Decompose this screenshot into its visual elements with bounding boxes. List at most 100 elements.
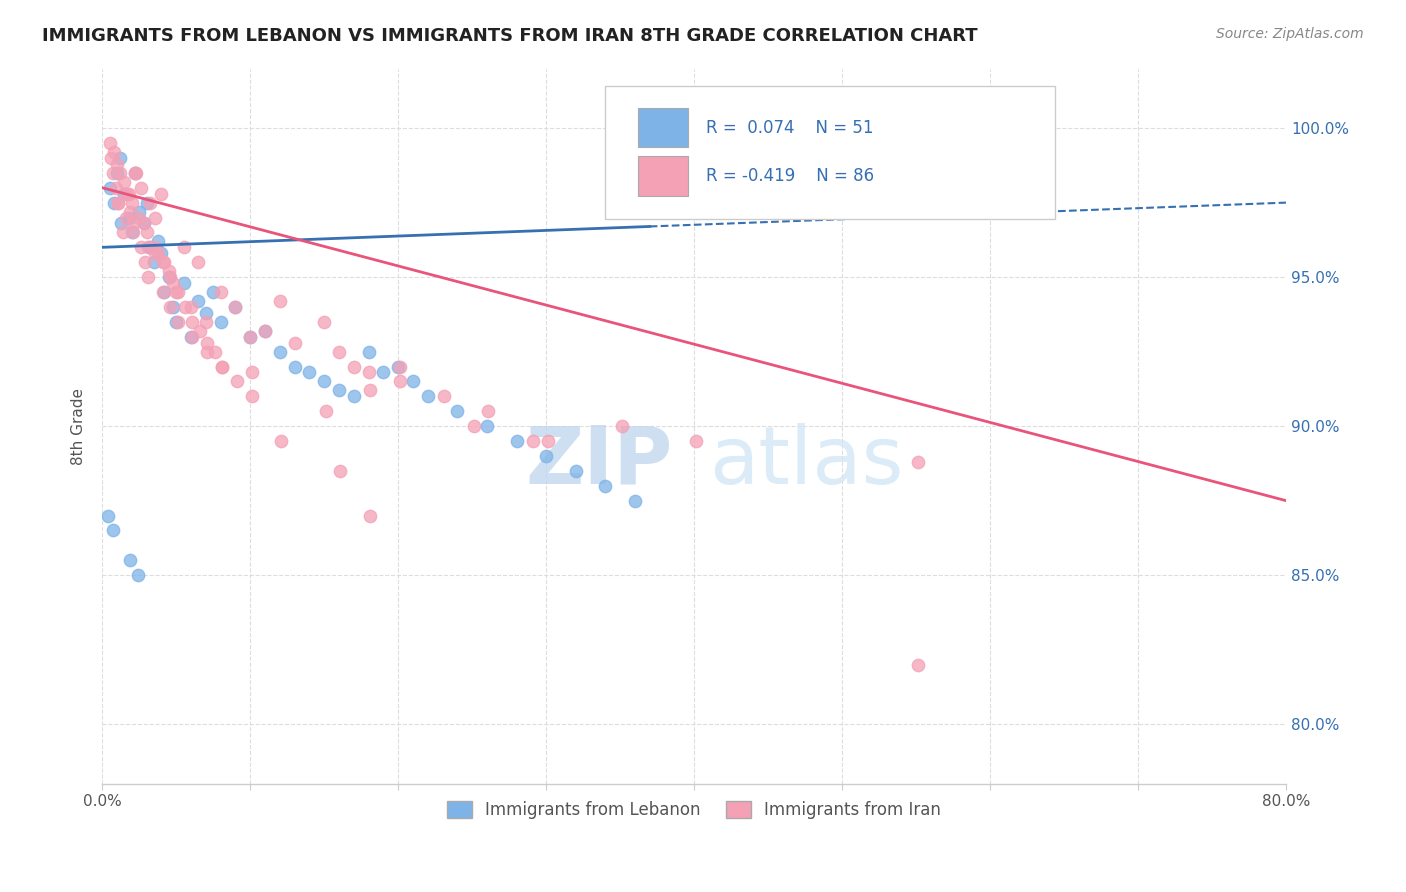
Point bbox=[152, 255, 174, 269]
Point bbox=[134, 255, 156, 269]
Point bbox=[240, 389, 263, 403]
Point bbox=[145, 246, 167, 260]
Point bbox=[112, 186, 135, 201]
Point bbox=[153, 285, 176, 299]
Point bbox=[522, 434, 544, 448]
Point bbox=[610, 419, 633, 434]
Point bbox=[117, 186, 139, 201]
Point bbox=[152, 285, 174, 299]
Point bbox=[136, 240, 159, 254]
Point bbox=[122, 217, 145, 231]
Point bbox=[534, 449, 557, 463]
Point bbox=[211, 359, 233, 374]
Point bbox=[224, 300, 246, 314]
Point bbox=[103, 145, 125, 159]
Point bbox=[98, 136, 121, 150]
Point bbox=[153, 255, 176, 269]
Point bbox=[166, 285, 188, 299]
Point bbox=[595, 479, 617, 493]
Point bbox=[165, 315, 187, 329]
Point bbox=[564, 464, 586, 478]
Point bbox=[138, 240, 160, 254]
Point bbox=[162, 300, 184, 314]
Point bbox=[224, 300, 246, 314]
Point bbox=[173, 276, 195, 290]
Point bbox=[132, 217, 155, 231]
Point bbox=[433, 389, 456, 403]
Point bbox=[463, 419, 485, 434]
Point bbox=[120, 553, 142, 567]
Point bbox=[105, 157, 128, 171]
Point bbox=[157, 270, 180, 285]
Point bbox=[195, 344, 218, 359]
Point bbox=[166, 315, 188, 329]
Point bbox=[159, 300, 181, 314]
Point bbox=[108, 151, 131, 165]
Point bbox=[328, 384, 350, 398]
Point bbox=[624, 493, 647, 508]
Point bbox=[416, 389, 439, 403]
Point bbox=[239, 329, 262, 343]
Legend: Immigrants from Lebanon, Immigrants from Iran: Immigrants from Lebanon, Immigrants from… bbox=[440, 794, 948, 825]
Point bbox=[108, 166, 131, 180]
Point bbox=[402, 375, 425, 389]
Point bbox=[240, 366, 263, 380]
Point bbox=[357, 366, 380, 380]
Point bbox=[298, 366, 321, 380]
Point bbox=[202, 285, 225, 299]
Point bbox=[148, 246, 170, 260]
Point bbox=[98, 180, 121, 194]
Point bbox=[145, 211, 167, 225]
Point bbox=[239, 329, 262, 343]
Point bbox=[328, 344, 350, 359]
Point bbox=[148, 235, 170, 249]
Point bbox=[162, 276, 184, 290]
Point bbox=[209, 315, 232, 329]
Point bbox=[204, 344, 226, 359]
Point bbox=[194, 306, 217, 320]
Point bbox=[477, 404, 499, 418]
Point bbox=[907, 455, 929, 469]
Point bbox=[270, 434, 292, 448]
Point bbox=[150, 186, 173, 201]
Point bbox=[387, 359, 409, 374]
Point bbox=[343, 359, 366, 374]
FancyBboxPatch shape bbox=[638, 156, 688, 196]
Point bbox=[180, 300, 202, 314]
Point bbox=[110, 217, 132, 231]
Point bbox=[505, 434, 527, 448]
Point bbox=[120, 204, 142, 219]
Point bbox=[181, 315, 204, 329]
Point bbox=[173, 240, 195, 254]
Point bbox=[359, 508, 381, 523]
Point bbox=[143, 255, 166, 269]
Point bbox=[181, 329, 204, 343]
Point bbox=[157, 264, 180, 278]
Point bbox=[107, 195, 129, 210]
Point bbox=[118, 186, 141, 201]
Point bbox=[150, 246, 173, 260]
Point bbox=[284, 359, 307, 374]
Point bbox=[129, 240, 152, 254]
Point bbox=[128, 204, 150, 219]
Point bbox=[143, 240, 166, 254]
Point bbox=[103, 195, 125, 210]
Point bbox=[343, 389, 366, 403]
Text: IMMIGRANTS FROM LEBANON VS IMMIGRANTS FROM IRAN 8TH GRADE CORRELATION CHART: IMMIGRANTS FROM LEBANON VS IMMIGRANTS FR… bbox=[42, 27, 977, 45]
Point bbox=[136, 270, 159, 285]
Point bbox=[685, 434, 707, 448]
Y-axis label: 8th Grade: 8th Grade bbox=[72, 388, 86, 465]
Point bbox=[357, 344, 380, 359]
Point bbox=[121, 226, 143, 240]
Text: Source: ZipAtlas.com: Source: ZipAtlas.com bbox=[1216, 27, 1364, 41]
Point bbox=[446, 404, 468, 418]
Point bbox=[115, 211, 138, 225]
Point bbox=[373, 366, 395, 380]
Point bbox=[129, 180, 152, 194]
Point bbox=[225, 375, 247, 389]
Point bbox=[269, 344, 291, 359]
Point bbox=[180, 329, 202, 343]
Point bbox=[135, 195, 157, 210]
Point bbox=[314, 315, 336, 329]
Point bbox=[187, 293, 209, 308]
